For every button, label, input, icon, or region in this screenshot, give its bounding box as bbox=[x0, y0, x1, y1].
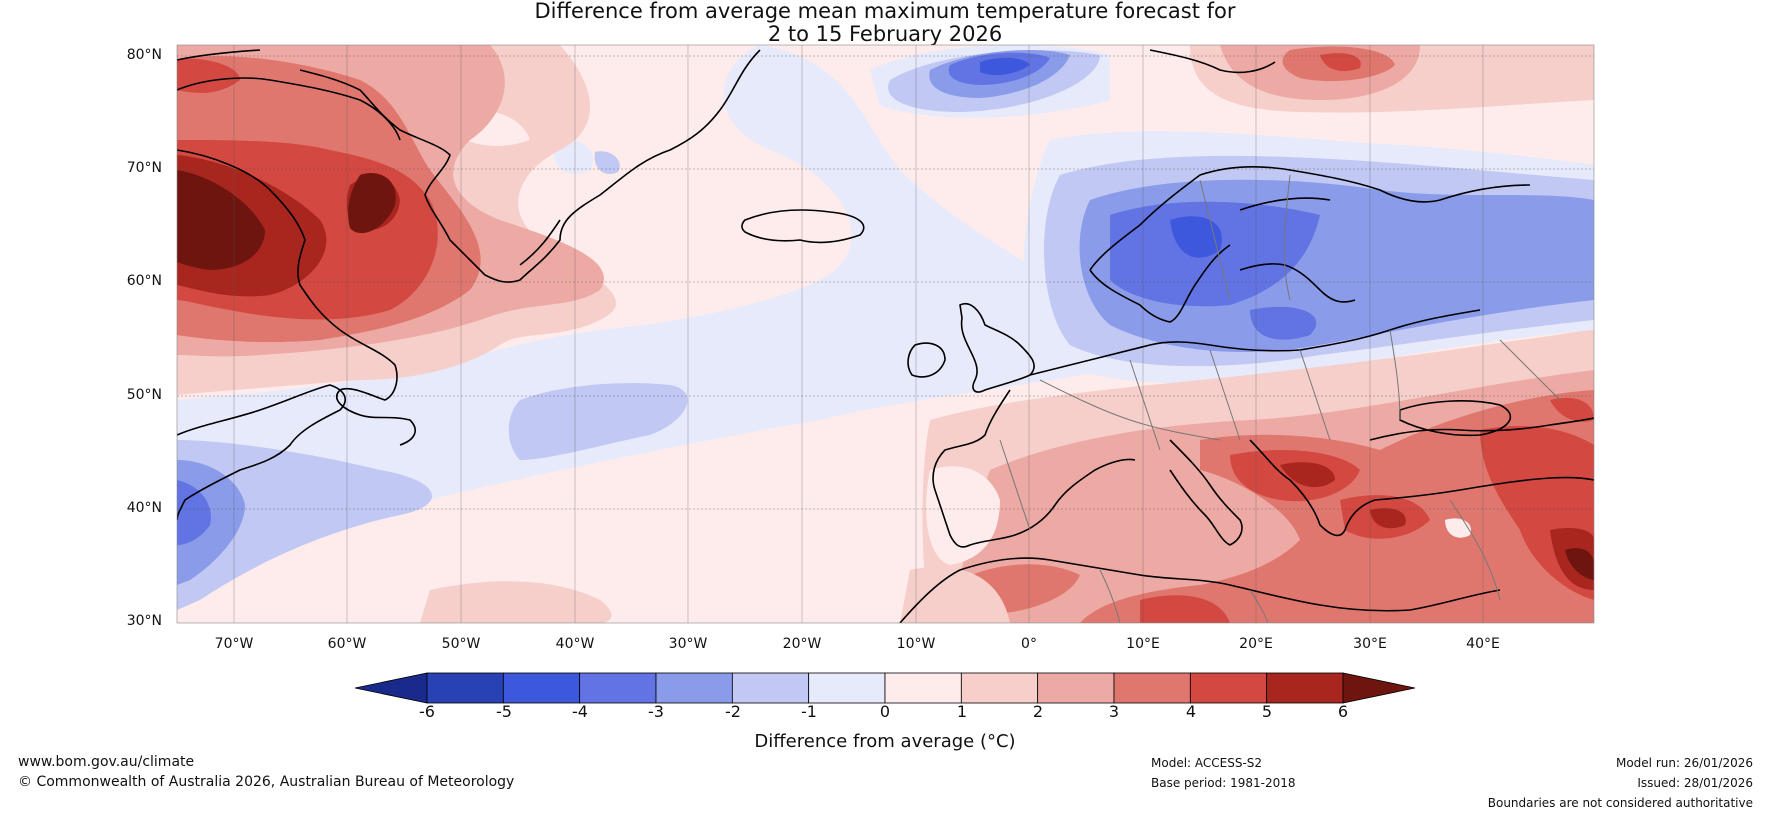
lat-label: 50°N bbox=[126, 387, 162, 403]
lon-label: 60°W bbox=[327, 636, 367, 652]
title-line-2: 2 to 15 February 2026 bbox=[767, 22, 1003, 46]
colorbar-tick: -5 bbox=[496, 702, 512, 721]
colorbar-bin bbox=[502, 672, 581, 704]
anomaly-balkans-p5-p6 bbox=[1280, 462, 1335, 488]
colorbar-label: Difference from average (°C) bbox=[754, 731, 1016, 752]
colorbar-tick: -4 bbox=[572, 702, 588, 721]
colorbar-bin bbox=[960, 672, 1039, 704]
lon-label: 40°W bbox=[555, 636, 595, 652]
lat-label: 60°N bbox=[126, 273, 162, 289]
lon-label: 10°E bbox=[1126, 636, 1160, 652]
lon-label: 50°W bbox=[441, 636, 481, 652]
colorbar-tick: -6 bbox=[419, 702, 435, 721]
lon-label: 0° bbox=[1021, 636, 1037, 652]
colorbar-bin bbox=[1266, 672, 1344, 704]
lon-label: 30°W bbox=[668, 636, 708, 652]
boundaries-disclaimer: Boundaries are not considered authoritat… bbox=[1487, 796, 1753, 810]
colorbar-tick: 6 bbox=[1337, 702, 1349, 721]
colorbar-bin bbox=[1037, 672, 1115, 704]
issued-date: Issued: 28/01/2026 bbox=[1637, 776, 1753, 790]
lon-label: 70°W bbox=[214, 636, 254, 652]
map-title: Difference from average mean maximum tem… bbox=[0, 0, 1770, 46]
country-borders bbox=[999, 174, 1561, 623]
colorbar bbox=[354, 672, 1416, 704]
colorbar-bin bbox=[731, 672, 810, 704]
colorbar-tick: 1 bbox=[956, 702, 968, 721]
colorbar-extend-high bbox=[1342, 672, 1416, 704]
model-run: Model run: 26/01/2026 bbox=[1615, 756, 1753, 770]
colorbar-bin bbox=[1189, 672, 1268, 704]
colorbar-tick: -2 bbox=[725, 702, 741, 721]
anomaly-nw-atlantic-m1-m2 bbox=[177, 440, 433, 610]
colorbar-tick: 0 bbox=[879, 702, 891, 721]
anomaly-balkans-p3-p4 bbox=[1080, 390, 1594, 623]
colorbar-tick: 2 bbox=[1032, 702, 1044, 721]
lat-label: 30°N bbox=[126, 613, 162, 629]
colorbar-tick: 3 bbox=[1108, 702, 1120, 721]
colorbar-bin bbox=[426, 672, 504, 704]
colorbar-tick: -1 bbox=[801, 702, 817, 721]
lat-label: 40°N bbox=[126, 500, 162, 516]
colorbar-bin bbox=[579, 672, 657, 704]
colorbar-extend-low bbox=[354, 672, 428, 704]
temperature-anomaly-field bbox=[177, 45, 1594, 623]
base-period: Base period: 1981-2018 bbox=[1151, 776, 1296, 790]
colorbar-bin bbox=[1113, 672, 1191, 704]
lon-label: 20°W bbox=[782, 636, 822, 652]
lon-label: 40°E bbox=[1466, 636, 1500, 652]
lon-label: 30°E bbox=[1353, 636, 1387, 652]
lon-label: 10°W bbox=[896, 636, 936, 652]
colorbar-bin bbox=[655, 672, 733, 704]
anomaly-baffin-gt6 bbox=[177, 170, 265, 270]
colorbar-tick: -3 bbox=[648, 702, 664, 721]
copyright-notice: © Commonwealth of Australia 2026, Austra… bbox=[18, 774, 515, 790]
anomaly-norway-m4-m5 bbox=[1170, 216, 1222, 258]
coastlines bbox=[177, 49, 1594, 623]
anomaly-midatlantic-m1-m2 bbox=[508, 383, 688, 460]
latitude-gridlines bbox=[177, 55, 1594, 510]
lon-label: 20°E bbox=[1239, 636, 1273, 652]
website-link[interactable]: www.bom.gov.au/climate bbox=[18, 754, 195, 770]
anomaly-norway-m3-m4 bbox=[1110, 201, 1320, 307]
colorbar-tick: 5 bbox=[1261, 702, 1273, 721]
map-frame bbox=[176, 44, 1595, 624]
anomaly-atlantic-cool bbox=[177, 45, 1110, 560]
colorbar-bin bbox=[808, 672, 886, 704]
title-line-1: Difference from average mean maximum tem… bbox=[534, 0, 1236, 23]
colorbar-tick: 4 bbox=[1185, 702, 1197, 721]
model-name: Model: ACCESS-S2 bbox=[1151, 756, 1263, 770]
colorbar-bin bbox=[884, 672, 962, 704]
lat-label: 70°N bbox=[126, 160, 162, 176]
lat-label: 80°N bbox=[126, 47, 162, 63]
